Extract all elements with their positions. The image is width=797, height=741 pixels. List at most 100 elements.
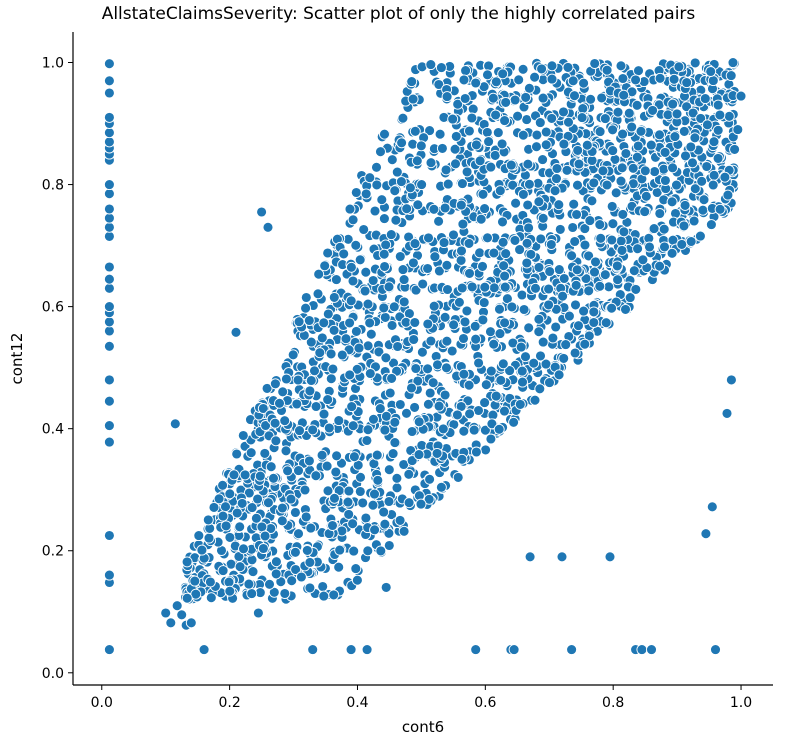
scatter-point [397, 264, 409, 276]
scatter-point [499, 115, 511, 127]
scatter-point [103, 282, 115, 294]
scatter-point [632, 140, 644, 152]
scatter-point [456, 245, 467, 257]
scatter-point [616, 162, 628, 174]
scatter-point [328, 291, 340, 303]
scatter-point [380, 410, 392, 422]
scatter-point [615, 175, 627, 187]
scatter-point [300, 302, 312, 314]
scatter-point [424, 387, 436, 399]
scatter-point [327, 520, 338, 531]
scatter-point [631, 99, 643, 111]
scatter-point [103, 188, 115, 200]
scatter-point [378, 302, 390, 314]
scatter-point [394, 399, 406, 410]
scatter-point [433, 265, 445, 277]
scatter-point [479, 281, 491, 293]
scatter-point [509, 94, 521, 106]
scatter-point [274, 397, 285, 409]
scatter-point [404, 182, 416, 194]
scatter-point [497, 236, 509, 248]
scatter-point [666, 196, 678, 208]
scatter-point [415, 498, 427, 510]
scatter-point [706, 501, 718, 513]
scatter-point [533, 196, 545, 208]
scatter-point [550, 321, 562, 333]
scatter-point [486, 418, 498, 430]
scatter-point [362, 545, 374, 557]
scatter-point [353, 342, 365, 354]
scatter-point [342, 496, 354, 508]
scatter-point [588, 317, 600, 328]
scatter-point [578, 77, 590, 89]
scatter-point [243, 578, 255, 590]
scatter-point [615, 235, 627, 247]
scatter-point [531, 129, 543, 141]
scatter-point [458, 74, 470, 86]
scatter-point [567, 75, 579, 87]
scatter-point [309, 365, 320, 377]
scatter-point [331, 450, 343, 462]
scatter-point [497, 68, 509, 80]
scatter-point [499, 270, 511, 282]
scatter-point [228, 469, 240, 481]
scatter-point [333, 415, 345, 427]
scatter-point [449, 143, 461, 155]
scatter-point [594, 280, 606, 292]
scatter-point [371, 161, 382, 173]
scatter-point [305, 522, 317, 534]
scatter-point [725, 374, 737, 386]
scatter-point [497, 216, 508, 228]
scatter-point [217, 565, 229, 577]
scatter-point [452, 98, 464, 110]
scatter-point [103, 273, 115, 285]
scatter-point [412, 375, 424, 387]
scatter-point [480, 379, 492, 391]
scatter-point [606, 302, 618, 314]
scatter-point [372, 474, 384, 486]
scatter-point [601, 64, 613, 76]
scatter-point [678, 125, 690, 137]
scatter-point [544, 377, 555, 389]
scatter-point [667, 162, 679, 174]
scatter-point [330, 466, 342, 478]
scatter-point [300, 511, 312, 523]
scatter-point [234, 521, 246, 533]
scatter-point [369, 488, 380, 500]
scatter-point [585, 93, 597, 105]
scatter-point [256, 521, 268, 533]
scatter-point [576, 112, 588, 124]
scatter-point [623, 107, 635, 119]
scatter-point [425, 335, 437, 347]
scatter-point [289, 546, 301, 558]
scatter-point [351, 363, 363, 375]
x-tick-label: 0.0 [91, 695, 113, 711]
scatter-point [505, 159, 517, 171]
scatter-point [633, 65, 644, 77]
scatter-point [524, 551, 536, 563]
scatter-point [359, 285, 371, 297]
scatter-point [546, 112, 558, 124]
scatter-point [407, 257, 419, 269]
scatter-point [467, 103, 479, 115]
scatter-point [181, 592, 193, 604]
scatter-point [318, 408, 330, 420]
scatter-point [422, 363, 434, 375]
scatter-point [659, 175, 671, 186]
scatter-point [459, 316, 471, 328]
scatter-point [394, 251, 406, 262]
scatter-point [545, 239, 557, 250]
scatter-point [522, 158, 534, 170]
scatter-point [569, 90, 580, 102]
scatter-point [290, 564, 302, 575]
scatter-point [369, 205, 381, 217]
scatter-point [340, 333, 352, 345]
scatter-point [333, 561, 345, 573]
scatter-point [374, 403, 386, 415]
scatter-point [523, 82, 535, 94]
scatter-point [301, 544, 313, 556]
scatter-point [364, 368, 376, 379]
scatter-point [477, 188, 489, 200]
scatter-point [103, 111, 115, 123]
scatter-point [291, 398, 303, 410]
